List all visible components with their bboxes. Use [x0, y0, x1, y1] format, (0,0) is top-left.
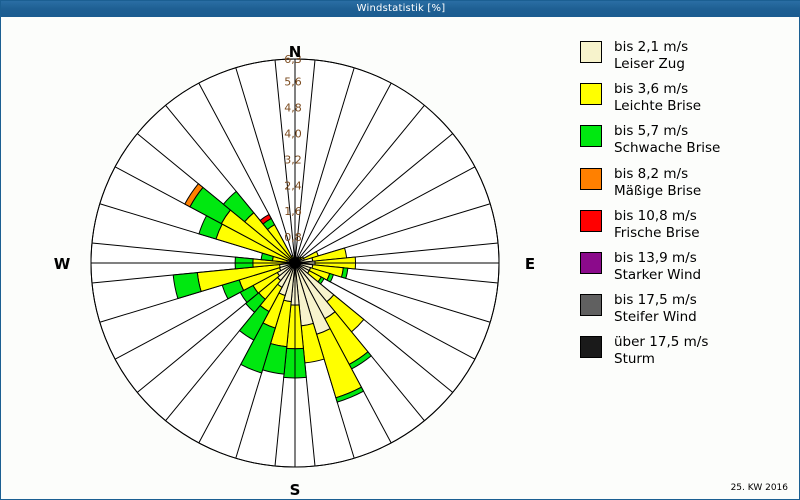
compass-east-text: E — [524, 255, 536, 273]
legend-item: über 17,5 m/s Sturm — [580, 334, 708, 368]
grid-spoke — [294, 166, 476, 264]
legend-speed-range: bis 10,8 m/s — [614, 207, 697, 224]
legend-speed-range: bis 3,6 m/s — [614, 81, 689, 98]
radial-tick-label: 0,8 — [284, 231, 302, 244]
legend-label: bis 10,8 m/s Frische Brise — [614, 208, 700, 242]
compass-west-text: W — [53, 255, 71, 273]
legend-color-swatch — [580, 167, 602, 190]
radial-tick-label: 6,3 — [284, 53, 302, 66]
window-title-bar: Windstatistik [%] — [1, 1, 800, 17]
legend-color-swatch — [580, 209, 602, 232]
wind-rose-segment — [184, 183, 204, 208]
wind-rose-segment — [259, 213, 272, 225]
wind-rose-petals — [172, 183, 372, 403]
legend-item: bis 3,6 m/s Leichte Brise — [580, 81, 701, 115]
compass-south-text: S — [289, 481, 301, 499]
grid-spoke — [294, 82, 392, 264]
legend-speed-range: bis 2,1 m/s — [614, 39, 689, 55]
legend-speed-range: bis 13,9 m/s — [614, 250, 697, 266]
grid-spoke — [274, 59, 296, 264]
radial-tick-label: 3,2 — [284, 153, 302, 166]
legend-beaufort-name: Schwache Brise — [614, 140, 721, 157]
legend-beaufort-name: Leiser Zug — [614, 56, 685, 72]
legend-item: bis 2,1 m/s Leiser Zug — [580, 39, 688, 73]
legend-beaufort-name: Steifer Wind — [614, 309, 697, 326]
grid-spoke — [294, 59, 316, 264]
compass-label-east: E — [502, 255, 558, 273]
chart-canvas: 0,8 1,6 2,4 3,2 4,0 4,8 5,6 6,3 N S W E bis 2,1… — [2, 18, 798, 499]
wind-rose-segment — [172, 272, 202, 300]
legend-label: bis 2,1 m/s Leiser Zug — [614, 39, 688, 73]
wind-rose-segment — [222, 190, 255, 223]
legend-label: bis 5,7 m/s Schwache Brise — [614, 123, 720, 157]
wind-rose-segment — [335, 386, 365, 403]
legend-label: über 17,5 m/s Sturm — [614, 334, 708, 368]
legend-label: bis 3,6 m/s Leichte Brise — [614, 81, 701, 115]
legend-label: bis 8,2 m/s Mäßige Brise — [614, 166, 701, 200]
compass-north-text: N — [288, 43, 302, 61]
grid-spoke — [235, 67, 296, 264]
plot-outer-ring — [90, 58, 500, 468]
polar-axis-lines — [90, 58, 500, 468]
legend-color-swatch — [580, 252, 602, 274]
legend-item: bis 5,7 m/s Schwache Brise — [580, 123, 720, 157]
legend-item: bis 17,5 m/s Steifer Wind — [580, 292, 697, 326]
radial-tick-label: 4,8 — [284, 102, 302, 115]
date-stamp: 25. KW 2016 — [730, 483, 788, 493]
wind-rose-plot: 0,8 1,6 2,4 3,2 4,0 4,8 5,6 6,3 — [90, 53, 500, 468]
legend-color-swatch — [580, 83, 602, 106]
wind-rose-segment — [326, 272, 335, 283]
radial-tick-label: 5,6 — [284, 76, 302, 89]
window-title: Windstatistik [%] — [356, 3, 446, 14]
wind-rose-segment — [340, 267, 349, 280]
radial-tick-label: 4,0 — [284, 127, 302, 140]
compass-label-south: S — [267, 481, 323, 499]
legend-label: bis 17,5 m/s Steifer Wind — [614, 292, 697, 326]
legend-label: bis 13,9 m/s Starker Wind — [614, 250, 701, 284]
grid-spoke — [294, 133, 454, 264]
legend-item: bis 8,2 m/s Mäßige Brise — [580, 166, 701, 200]
legend-color-swatch — [580, 336, 602, 359]
legend-color-swatch — [580, 294, 602, 317]
grid-spoke — [294, 104, 425, 264]
legend-beaufort-name: Starker Wind — [614, 267, 702, 283]
legend-color-swatch — [580, 125, 602, 148]
compass-label-west: W — [34, 255, 90, 273]
radial-tick-labels: 0,8 1,6 2,4 3,2 4,0 4,8 5,6 6,3 — [284, 53, 302, 244]
radial-tick-label: 2,4 — [284, 179, 302, 192]
compass-label-north: N — [267, 43, 323, 61]
legend-item: bis 10,8 m/s Frische Brise — [580, 208, 700, 242]
legend-beaufort-name: Sturm — [614, 351, 655, 368]
grid-spoke — [294, 67, 355, 264]
legend-beaufort-name: Frische Brise — [614, 224, 700, 241]
legend-speed-range: bis 5,7 m/s — [614, 123, 689, 140]
legend-speed-range: bis 8,2 m/s — [614, 165, 689, 182]
legend-item: bis 13,9 m/s Starker Wind — [580, 250, 701, 284]
legend-beaufort-name: Leichte Brise — [614, 98, 702, 115]
legend-color-swatch — [580, 41, 602, 63]
radial-tick-label: 1,6 — [284, 205, 302, 218]
legend-speed-range: über 17,5 m/s — [614, 334, 709, 351]
legend-beaufort-name: Mäßige Brise — [614, 182, 702, 199]
legend-speed-range: bis 17,5 m/s — [614, 292, 697, 309]
